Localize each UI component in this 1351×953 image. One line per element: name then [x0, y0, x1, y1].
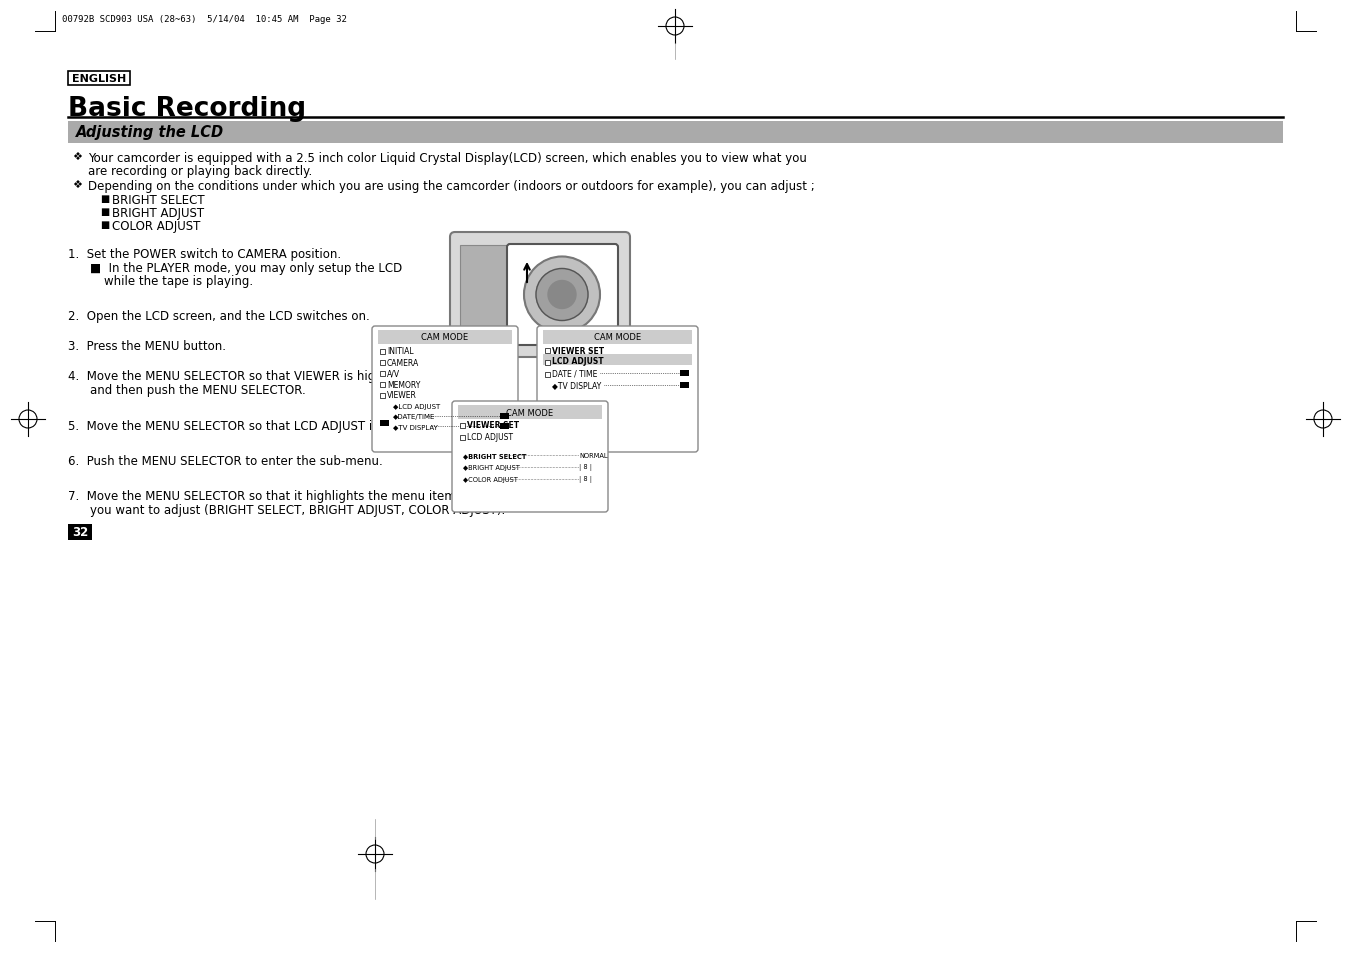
Bar — [500, 414, 509, 419]
Text: ■: ■ — [100, 207, 109, 216]
Text: LCD ADJUST: LCD ADJUST — [467, 432, 513, 441]
Bar — [380, 394, 385, 398]
Bar — [380, 372, 385, 376]
FancyBboxPatch shape — [450, 233, 630, 357]
Text: | 8 |: | 8 | — [580, 464, 592, 471]
Text: NORMAL: NORMAL — [580, 453, 608, 458]
Text: ◆TV DISPLAY: ◆TV DISPLAY — [553, 381, 601, 390]
Bar — [378, 331, 512, 345]
Text: 4.  Move the MENU SELECTOR so that VIEWER is highlighted: 4. Move the MENU SELECTOR so that VIEWER… — [68, 370, 424, 382]
Text: ■: ■ — [100, 220, 109, 230]
Text: N: N — [611, 345, 619, 355]
Text: CAM MODE: CAM MODE — [507, 408, 554, 417]
Text: ◆BRIGHT SELECT: ◆BRIGHT SELECT — [463, 453, 527, 458]
Text: 3.  Press the MENU button.: 3. Press the MENU button. — [68, 339, 226, 353]
Text: ■: ■ — [100, 193, 109, 204]
Bar — [500, 423, 509, 430]
Text: INITIAL: INITIAL — [386, 347, 413, 356]
FancyBboxPatch shape — [507, 245, 617, 346]
Bar — [680, 382, 689, 389]
Circle shape — [549, 281, 576, 309]
Bar — [380, 420, 389, 427]
FancyBboxPatch shape — [536, 327, 698, 453]
Bar — [459, 246, 515, 345]
Bar — [68, 524, 92, 540]
FancyBboxPatch shape — [453, 401, 608, 513]
Text: are recording or playing back directly.: are recording or playing back directly. — [88, 165, 312, 178]
Text: 32: 32 — [72, 526, 88, 539]
Text: ◆TV DISPLAY: ◆TV DISPLAY — [393, 423, 438, 430]
Text: 7.  Move the MENU SELECTOR so that it highlights the menu item: 7. Move the MENU SELECTOR so that it hig… — [68, 490, 455, 502]
Text: 5.  Move the MENU SELECTOR so that LCD ADJUST is highlighted.: 5. Move the MENU SELECTOR so that LCD AD… — [68, 419, 453, 433]
Text: A/V: A/V — [386, 369, 400, 378]
Bar — [543, 355, 692, 366]
Bar — [459, 436, 465, 440]
Bar — [543, 331, 692, 345]
Bar — [459, 423, 465, 429]
Text: Basic Recording: Basic Recording — [68, 96, 307, 122]
Text: and then push the MENU SELECTOR.: and then push the MENU SELECTOR. — [91, 384, 305, 396]
Text: ❖: ❖ — [72, 180, 82, 190]
Text: LCD ADJUST: LCD ADJUST — [553, 357, 604, 366]
Text: CAM MODE: CAM MODE — [422, 334, 469, 342]
Bar — [544, 349, 550, 354]
Text: Depending on the conditions under which you are using the camcorder (indoors or : Depending on the conditions under which … — [88, 180, 815, 193]
Circle shape — [536, 269, 588, 321]
Text: ◆LCD ADJUST: ◆LCD ADJUST — [393, 403, 440, 410]
Text: ◆DATE/TIME: ◆DATE/TIME — [393, 414, 435, 419]
FancyBboxPatch shape — [372, 327, 517, 453]
Text: VIEWER SET: VIEWER SET — [553, 346, 604, 355]
Text: DATE / TIME: DATE / TIME — [553, 369, 597, 378]
Text: ENGLISH: ENGLISH — [72, 74, 126, 84]
Text: VIEWER SET: VIEWER SET — [467, 421, 519, 430]
Bar — [380, 382, 385, 388]
Bar — [680, 371, 689, 376]
Text: Adjusting the LCD: Adjusting the LCD — [76, 126, 224, 140]
Bar — [544, 360, 550, 366]
Text: ❖: ❖ — [72, 152, 82, 162]
Text: | 8 |: | 8 | — [580, 476, 592, 483]
Text: BRIGHT ADJUST: BRIGHT ADJUST — [112, 207, 204, 220]
Bar — [380, 360, 385, 366]
Text: BRIGHT SELECT: BRIGHT SELECT — [112, 193, 204, 207]
Text: ◆BRIGHT ADJUST: ◆BRIGHT ADJUST — [463, 464, 520, 471]
Text: 2.  Open the LCD screen, and the LCD switches on.: 2. Open the LCD screen, and the LCD swit… — [68, 310, 370, 323]
Text: 00792B SCD903 USA (28~63)  5/14/04  10:45 AM  Page 32: 00792B SCD903 USA (28~63) 5/14/04 10:45 … — [62, 15, 347, 25]
Text: you want to adjust (BRIGHT SELECT, BRIGHT ADJUST, COLOR ADJUST).: you want to adjust (BRIGHT SELECT, BRIGH… — [91, 503, 505, 517]
Text: VIEWER: VIEWER — [386, 391, 417, 400]
Text: MEMORY: MEMORY — [386, 380, 420, 389]
Circle shape — [524, 257, 600, 334]
Bar — [68, 122, 1283, 144]
Text: while the tape is playing.: while the tape is playing. — [104, 274, 253, 288]
Text: Your camcorder is equipped with a 2.5 inch color Liquid Crystal Display(LCD) scr: Your camcorder is equipped with a 2.5 in… — [88, 152, 807, 165]
Text: ■  In the PLAYER mode, you may only setup the LCD: ■ In the PLAYER mode, you may only setup… — [91, 262, 403, 274]
Bar — [380, 350, 385, 355]
Text: ◆COLOR ADJUST: ◆COLOR ADJUST — [463, 476, 517, 482]
Text: COLOR ADJUST: COLOR ADJUST — [112, 220, 200, 233]
Bar — [458, 406, 603, 419]
Bar — [544, 373, 550, 377]
Bar — [68, 71, 130, 86]
Text: 1.  Set the POWER switch to CAMERA position.: 1. Set the POWER switch to CAMERA positi… — [68, 248, 340, 261]
Text: CAM MODE: CAM MODE — [594, 334, 642, 342]
Text: 6.  Push the MENU SELECTOR to enter the sub-menu.: 6. Push the MENU SELECTOR to enter the s… — [68, 455, 382, 468]
Text: CAMERA: CAMERA — [386, 358, 419, 367]
